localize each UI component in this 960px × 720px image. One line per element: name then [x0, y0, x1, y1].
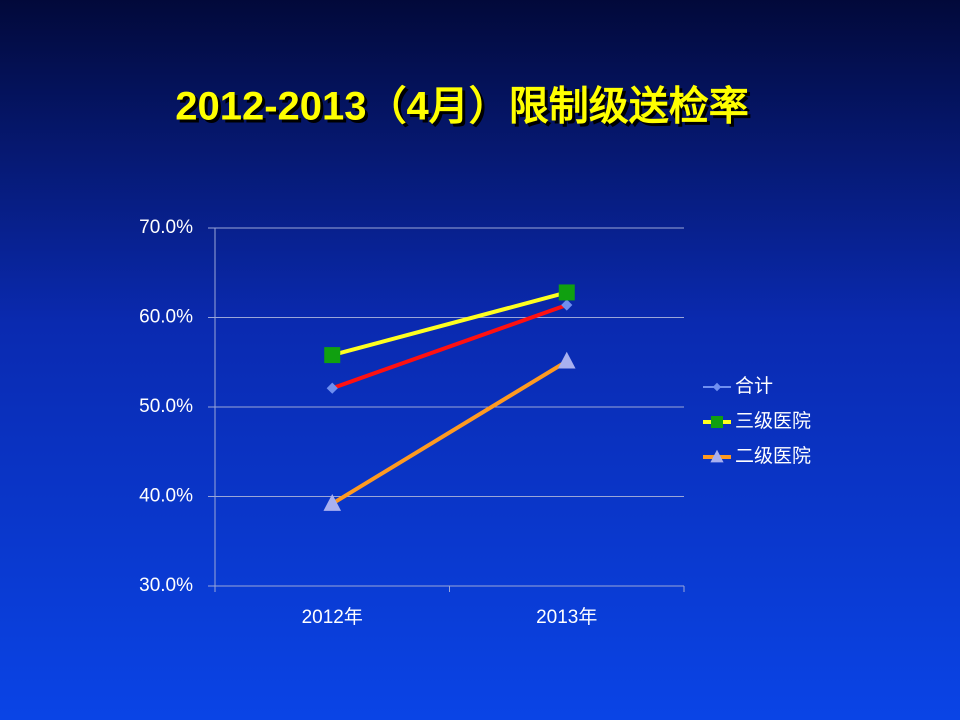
- x-tick-label: 2013年: [536, 606, 597, 628]
- marker: [558, 284, 575, 301]
- series-line: [331, 359, 568, 506]
- x-tick-label: 2012年: [302, 606, 363, 628]
- legend-label: 二级医院: [735, 445, 811, 467]
- y-tick-label: 70.0%: [139, 217, 193, 238]
- marker: [711, 416, 723, 428]
- marker: [712, 382, 722, 392]
- marker: [710, 449, 724, 463]
- y-tick-label: 40.0%: [139, 486, 193, 507]
- legend-label: 三级医院: [735, 410, 811, 432]
- marker: [326, 382, 338, 394]
- marker: [323, 494, 342, 511]
- legend-label: 合计: [735, 375, 773, 397]
- marker: [557, 351, 576, 369]
- series-line: [331, 303, 568, 391]
- marker: [561, 299, 573, 311]
- y-tick-label: 60.0%: [139, 307, 193, 328]
- marker: [324, 347, 341, 364]
- y-tick-label: 50.0%: [139, 396, 193, 417]
- title-shadow: 2012-2013（4月）限制级送检率: [178, 88, 752, 132]
- series-line: [331, 290, 568, 358]
- chart-title: 2012-2013（4月）限制级送检率: [175, 85, 749, 129]
- y-tick-label: 30.0%: [139, 575, 193, 596]
